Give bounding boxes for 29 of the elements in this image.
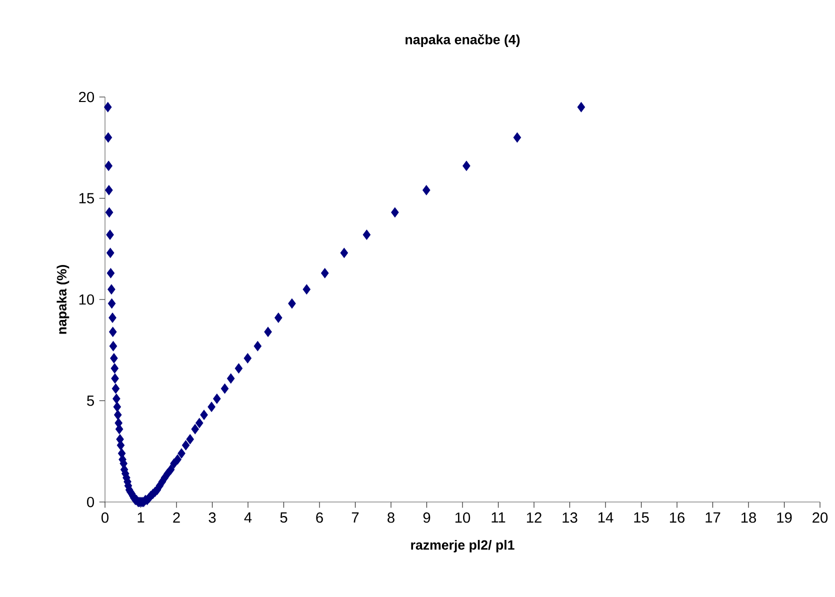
x-tick-label: 19 [777, 512, 792, 523]
x-tick-label: 4 [244, 512, 252, 522]
x-tick-label: 9 [423, 512, 430, 523]
y-tick-label: 5 [87, 396, 94, 406]
x-tick-label: 11 [492, 512, 506, 522]
y-tick-label: 0 [87, 496, 94, 508]
x-axis-title: razmerje pl2/ pl1 [411, 540, 514, 552]
x-tick-label: 14 [598, 512, 614, 522]
x-tick-label: 20 [812, 512, 828, 523]
y-tick-label: 15 [79, 193, 94, 204]
x-tick-label: 13 [562, 512, 578, 523]
x-tick-label: 16 [670, 512, 685, 523]
x-tick-label: 8 [388, 512, 394, 523]
x-tick-label: 2 [173, 512, 180, 523]
x-tick-label: 15 [634, 512, 649, 523]
x-tick-label: 17 [706, 512, 720, 522]
x-tick-label: 6 [316, 512, 323, 523]
x-tick-label: 3 [208, 512, 216, 523]
chart-title: napaka enačbe (4) [406, 34, 520, 47]
x-tick-label: 12 [526, 512, 542, 523]
x-tick-label: 7 [352, 512, 359, 522]
y-tick-label: 20 [79, 92, 94, 102]
x-tick-label: 1 [138, 512, 144, 522]
y-axis-title: napaka (%) [56, 264, 70, 334]
y-tick-label: 10 [79, 294, 94, 305]
x-tick-label: 18 [741, 512, 756, 523]
x-tick-label: 0 [101, 512, 108, 523]
x-tick-label: 10 [455, 512, 470, 523]
x-tick-label: 5 [280, 512, 288, 523]
